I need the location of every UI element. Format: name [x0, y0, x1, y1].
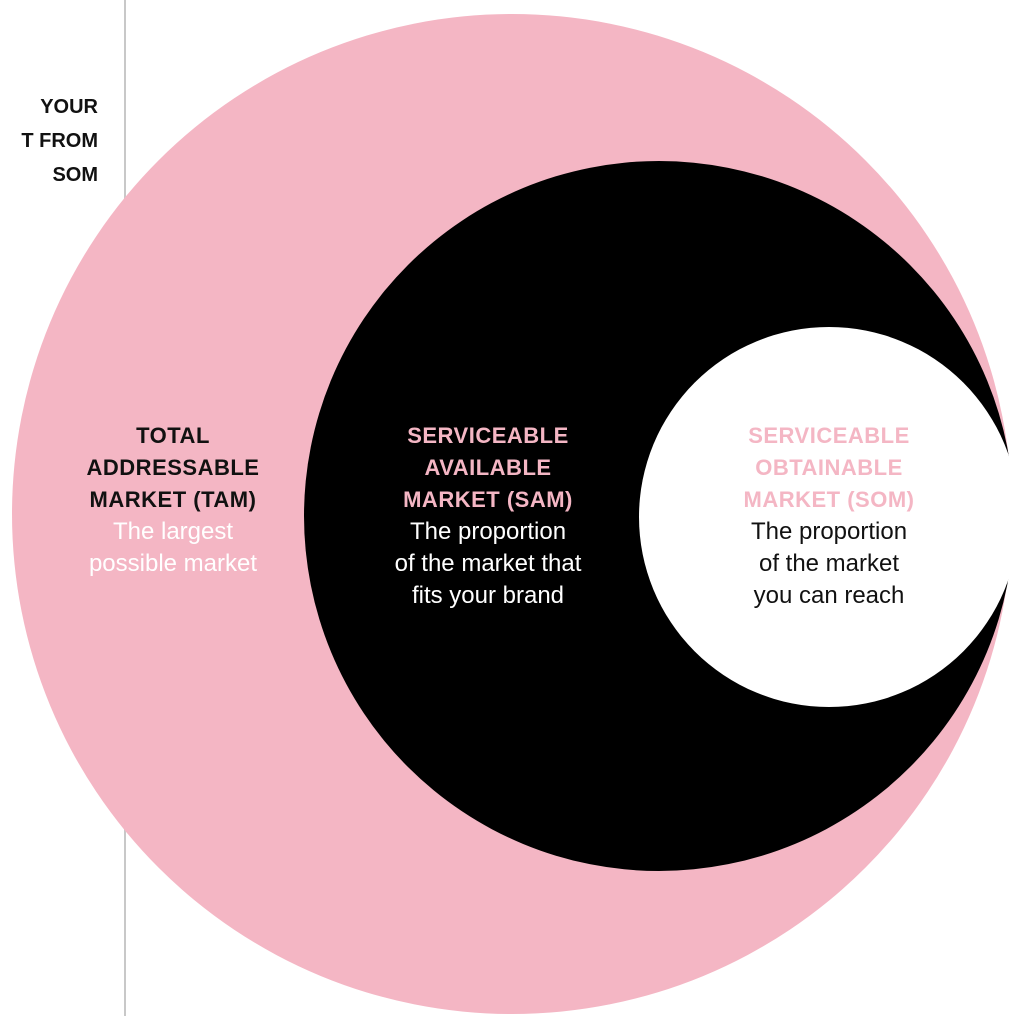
som-title-line: OBTAINABLE: [755, 455, 903, 480]
sam-title-line: SERVICEABLE: [407, 423, 569, 448]
sam-label: SERVICEABLE AVAILABLE MARKET (SAM) The p…: [360, 420, 616, 612]
som-circle: [639, 327, 1011, 707]
som-description-line: The proportion: [750, 518, 908, 545]
som-title-line: SERVICEABLE: [748, 423, 910, 448]
tam-description-line: The largest: [112, 518, 234, 545]
som-description-line: of the market: [758, 550, 900, 577]
tam-label: TOTAL ADDRESSABLE MARKET (TAM) The large…: [58, 420, 288, 580]
som-description-line: you can reach: [753, 582, 905, 609]
side-heading: YOUR T FROM SOM: [21, 90, 98, 192]
som-title-line: MARKET (SOM): [743, 487, 915, 512]
tam-description-line: possible market: [88, 550, 258, 577]
sam-description-line: fits your brand: [411, 582, 565, 609]
sam-description-line: The proportion: [409, 518, 567, 545]
side-heading-line: T FROM: [21, 130, 98, 152]
side-heading-line: SOM: [52, 164, 98, 186]
sam-title-line: AVAILABLE: [424, 455, 552, 480]
sam-title-line: MARKET (SAM): [403, 487, 573, 512]
tam-title-line: TOTAL: [136, 423, 210, 448]
side-heading-line: YOUR: [40, 96, 98, 118]
sam-description-line: of the market that: [394, 550, 582, 577]
tam-title-line: ADDRESSABLE: [86, 455, 260, 480]
tam-title-line: MARKET (TAM): [89, 487, 257, 512]
som-label: SERVICEABLE OBTAINABLE MARKET (SOM) The …: [712, 420, 946, 612]
